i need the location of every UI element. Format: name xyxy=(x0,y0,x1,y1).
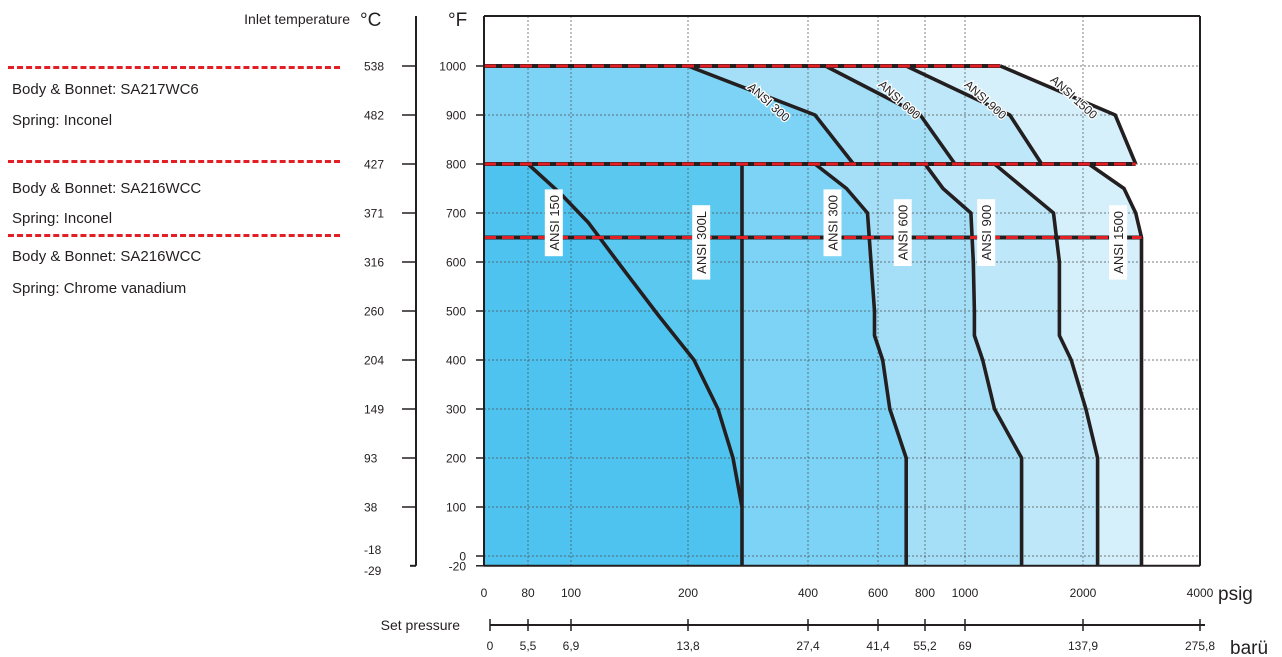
tick-label-c-149: 149 xyxy=(364,403,384,417)
tick-label-psig-4000: 4000 xyxy=(1187,586,1214,600)
curve-lower-ansi-1500 xyxy=(1087,162,1144,566)
curve-lower-ansi-600 xyxy=(923,162,1024,566)
unit-psig-label: psig xyxy=(1218,584,1253,605)
tick-label-f-100: 100 xyxy=(446,501,466,515)
tick-label-c-371: 371 xyxy=(364,207,384,221)
tick-label-f-800: 800 xyxy=(446,158,466,172)
tick-label-bar-6-9: 6,9 xyxy=(563,639,580,653)
tick-label-f-200: 200 xyxy=(446,452,466,466)
tick-label-c-93: 93 xyxy=(364,452,378,466)
tick-label-bar-41-4: 41,4 xyxy=(866,639,890,653)
tick-label-f-900: 900 xyxy=(446,109,466,123)
series-label-box-ansi-300l xyxy=(692,205,711,280)
tick-label-bar-137-9: 137,9 xyxy=(1068,639,1098,653)
tick-label-c-260: 260 xyxy=(364,305,384,319)
tick-label-bar-5-5: 5,5 xyxy=(520,639,537,653)
tick-label-c-316: 316 xyxy=(364,256,384,270)
tick-label-c--18: -18 xyxy=(364,543,382,557)
unit-f-label: °F xyxy=(448,10,467,31)
curve-upper-ansi-900 xyxy=(905,64,1044,165)
series-label-box-ansi-900 xyxy=(977,199,996,267)
curve-lower-ansi-150 xyxy=(526,162,744,508)
series-label-lower-ansi-150: ANSI 150 xyxy=(544,189,563,257)
unit-bar-label: barü xyxy=(1230,638,1268,657)
tick-label-c-38: 38 xyxy=(364,501,378,515)
limit-marker-1000 xyxy=(8,66,340,69)
tick-label-bar-0: 0 xyxy=(487,639,494,653)
series-label-box-ansi-300 xyxy=(823,189,842,257)
tick-label-f--20: -20 xyxy=(449,559,467,573)
series-label-lower-ansi-300l: ANSI 300L xyxy=(692,205,711,280)
tick-label-f-300: 300 xyxy=(446,403,466,417)
series-label-text-lower-ansi-600: ANSI 600 xyxy=(896,205,911,261)
legend-spring-inconel-1: Spring: Inconel xyxy=(12,112,113,129)
tick-label-f-600: 600 xyxy=(446,256,466,270)
curve-upper-ansi-600 xyxy=(824,64,957,166)
legend-body-wcc-1: Body & Bonnet: SA216WCC xyxy=(12,180,202,197)
limit-marker-800 xyxy=(8,160,340,163)
series-label-text-lower-ansi-900: ANSI 900 xyxy=(979,205,994,261)
series-label-text-lower-ansi-1500: ANSI 1500 xyxy=(1111,211,1126,274)
tick-label-f-500: 500 xyxy=(446,305,466,319)
tick-label-c-204: 204 xyxy=(364,354,384,368)
tick-label-psig-100: 100 xyxy=(561,586,581,600)
legend-body-wcc-2: Body & Bonnet: SA216WCC xyxy=(12,248,202,265)
tick-label-bar-275-8: 275,8 xyxy=(1185,639,1215,653)
inlet-temperature-label: Inlet temperature xyxy=(244,11,350,27)
series-label-text-lower-ansi-300: ANSI 300 xyxy=(826,195,841,251)
tick-label-psig-0: 0 xyxy=(481,586,488,600)
series-label-text-lower-ansi-300l: ANSI 300L xyxy=(694,211,709,274)
series-label-box-ansi-150 xyxy=(544,189,563,257)
tick-label-bar-13-8: 13,8 xyxy=(676,639,700,653)
tick-label-psig-200: 200 xyxy=(678,586,698,600)
tick-label-psig-2000: 2000 xyxy=(1070,586,1097,600)
limit-marker-650 xyxy=(8,234,340,237)
legend-spring-chrome: Spring: Chrome vanadium xyxy=(12,280,187,297)
series-label-lower-ansi-1500: ANSI 1500 xyxy=(1109,205,1128,280)
series-label-box-ansi-600 xyxy=(893,199,912,267)
series-label-lower-ansi-300: ANSI 300 xyxy=(823,189,842,257)
series-label-box-ansi-1500 xyxy=(1109,205,1128,280)
unit-c-label: °C xyxy=(360,10,381,31)
curve-lower-ansi-300 xyxy=(813,162,909,566)
region-lower-ansi-150 xyxy=(484,164,742,566)
curve-upper-ansi-1500 xyxy=(999,64,1138,165)
set-pressure-label: Set pressure xyxy=(381,617,461,633)
curve-lower-ansi-900 xyxy=(993,162,1100,566)
legend-spring-inconel-2: Spring: Inconel xyxy=(12,210,113,227)
tick-label-psig-80: 80 xyxy=(521,586,535,600)
series-label-lower-ansi-900: ANSI 900 xyxy=(977,199,996,267)
tick-label-c-427: 427 xyxy=(364,158,384,172)
tick-label-c-538: 538 xyxy=(364,60,384,74)
tick-label-c-482: 482 xyxy=(364,109,384,123)
tick-label-psig-800: 800 xyxy=(915,586,935,600)
tick-label-f-0: 0 xyxy=(459,550,466,564)
tick-label-c--29: -29 xyxy=(364,564,382,578)
tick-label-f-700: 700 xyxy=(446,207,466,221)
tick-label-f-1000: 1000 xyxy=(439,60,466,74)
tick-label-psig-400: 400 xyxy=(798,586,818,600)
tick-label-bar-55-2: 55,2 xyxy=(913,639,937,653)
series-label-text-lower-ansi-150: ANSI 150 xyxy=(547,195,562,251)
series-label-lower-ansi-600: ANSI 600 xyxy=(893,199,912,267)
tick-label-bar-69: 69 xyxy=(958,639,972,653)
tick-label-f-400: 400 xyxy=(446,354,466,368)
tick-label-psig-1000: 1000 xyxy=(952,586,979,600)
curve-upper-ansi-300 xyxy=(687,64,855,166)
legend-body-wc6: Body & Bonnet: SA217WC6 xyxy=(12,81,199,98)
tick-label-bar-27-4: 27,4 xyxy=(796,639,820,653)
tick-label-psig-600: 600 xyxy=(868,586,888,600)
